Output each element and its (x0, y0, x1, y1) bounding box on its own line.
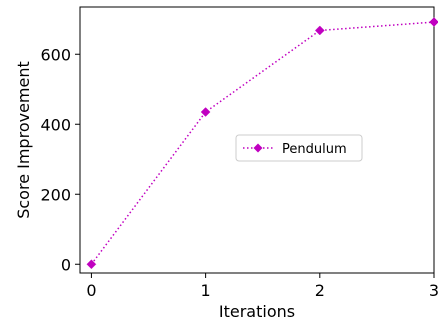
x-tick-label: 0 (86, 281, 96, 300)
legend-label-pendulum: Pendulum (282, 142, 347, 157)
data-point-diamond (314, 25, 325, 36)
y-tick-label: 600 (40, 45, 71, 64)
plot-area-frame (79, 6, 435, 274)
x-axis-ticks: 0 1 2 3 (86, 273, 438, 300)
y-axis-label: Score Improvement (14, 61, 33, 219)
legend-box (235, 134, 363, 162)
series-line-pendulum (90, 21, 435, 265)
y-tick-label: 0 (61, 255, 71, 274)
legend: Pendulum (235, 134, 363, 162)
data-point-diamond (429, 17, 438, 27)
y-tick-label: 200 (40, 185, 71, 204)
y-tick-label: 400 (40, 115, 71, 134)
x-tick-label: 2 (315, 281, 325, 300)
x-tick-label: 3 (429, 281, 438, 300)
x-tick-label: 1 (201, 281, 211, 300)
series-group (86, 17, 438, 270)
data-point-diamond (86, 259, 97, 270)
x-axis-label: Iterations (219, 302, 295, 321)
data-point-diamond (200, 107, 211, 117)
y-axis-ticks: 0 200 400 600 (40, 45, 80, 274)
legend-diamond-marker (253, 143, 263, 153)
